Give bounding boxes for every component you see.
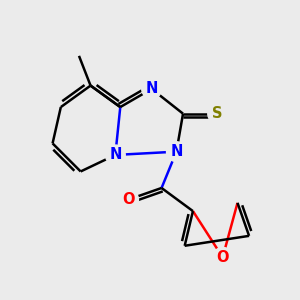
Circle shape <box>213 248 232 267</box>
Text: O: O <box>216 250 229 265</box>
Circle shape <box>208 104 228 124</box>
Circle shape <box>118 190 138 209</box>
Text: N: N <box>109 148 122 163</box>
Circle shape <box>142 79 162 99</box>
Circle shape <box>167 142 186 162</box>
Text: N: N <box>146 81 158 96</box>
Text: O: O <box>122 192 135 207</box>
Text: S: S <box>212 106 223 121</box>
Circle shape <box>105 145 125 165</box>
Text: N: N <box>170 144 183 159</box>
